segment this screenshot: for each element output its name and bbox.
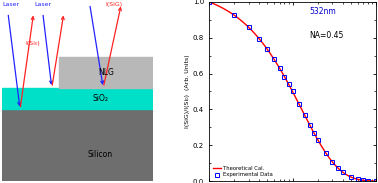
Line: Experimental Data: Experimental Data xyxy=(207,0,378,183)
Experimental Data xyxy=(336,167,340,169)
Experimental Data xyxy=(272,58,276,60)
Text: NLG: NLG xyxy=(98,68,114,77)
Experimental Data xyxy=(257,38,262,40)
Bar xyxy=(2,109,153,181)
Experimental Data xyxy=(307,124,312,126)
Experimental Data xyxy=(232,14,236,16)
Experimental Data xyxy=(315,139,320,141)
Experimental Data xyxy=(287,83,291,85)
Text: I(SiG): I(SiG) xyxy=(106,2,123,7)
Text: NA=0.45: NA=0.45 xyxy=(309,31,344,40)
Experimental Data xyxy=(297,103,301,105)
Theoretical Cal. xyxy=(274,62,279,64)
Legend: Theoretical Cal., Experimental Data: Theoretical Cal., Experimental Data xyxy=(212,165,273,179)
Theoretical Cal. xyxy=(280,72,285,74)
Experimental Data xyxy=(361,179,366,181)
Theoretical Cal. xyxy=(340,171,345,173)
Line: Theoretical Cal.: Theoretical Cal. xyxy=(209,2,376,181)
Text: SiO₂: SiO₂ xyxy=(92,94,108,103)
Experimental Data xyxy=(349,176,353,178)
Experimental Data xyxy=(207,1,211,3)
Theoretical Cal. xyxy=(321,149,326,151)
Experimental Data xyxy=(290,90,295,93)
Y-axis label: I(SiG)/I(Si₀)  (Arb. Units): I(SiG)/I(Si₀) (Arb. Units) xyxy=(185,55,190,128)
Experimental Data xyxy=(282,75,287,78)
Experimental Data xyxy=(265,48,270,51)
Theoretical Cal. xyxy=(224,9,228,11)
Text: Laser: Laser xyxy=(34,2,51,7)
Theoretical Cal. xyxy=(374,180,378,182)
Experimental Data xyxy=(330,161,335,163)
Text: I(Si₀): I(Si₀) xyxy=(25,41,40,46)
Bar xyxy=(2,88,153,109)
Text: 532nm: 532nm xyxy=(309,7,336,16)
Experimental Data xyxy=(355,178,360,180)
Experimental Data xyxy=(246,26,251,29)
Experimental Data xyxy=(341,171,345,173)
Experimental Data xyxy=(302,114,307,116)
Experimental Data xyxy=(277,67,282,69)
Experimental Data xyxy=(311,132,316,134)
Experimental Data xyxy=(374,180,378,182)
Bar xyxy=(59,57,153,88)
Text: Laser: Laser xyxy=(2,2,19,7)
Text: Silicon: Silicon xyxy=(88,150,113,159)
Theoretical Cal. xyxy=(337,168,342,170)
Theoretical Cal. xyxy=(207,1,211,3)
Experimental Data xyxy=(324,152,328,154)
Experimental Data xyxy=(366,180,370,182)
